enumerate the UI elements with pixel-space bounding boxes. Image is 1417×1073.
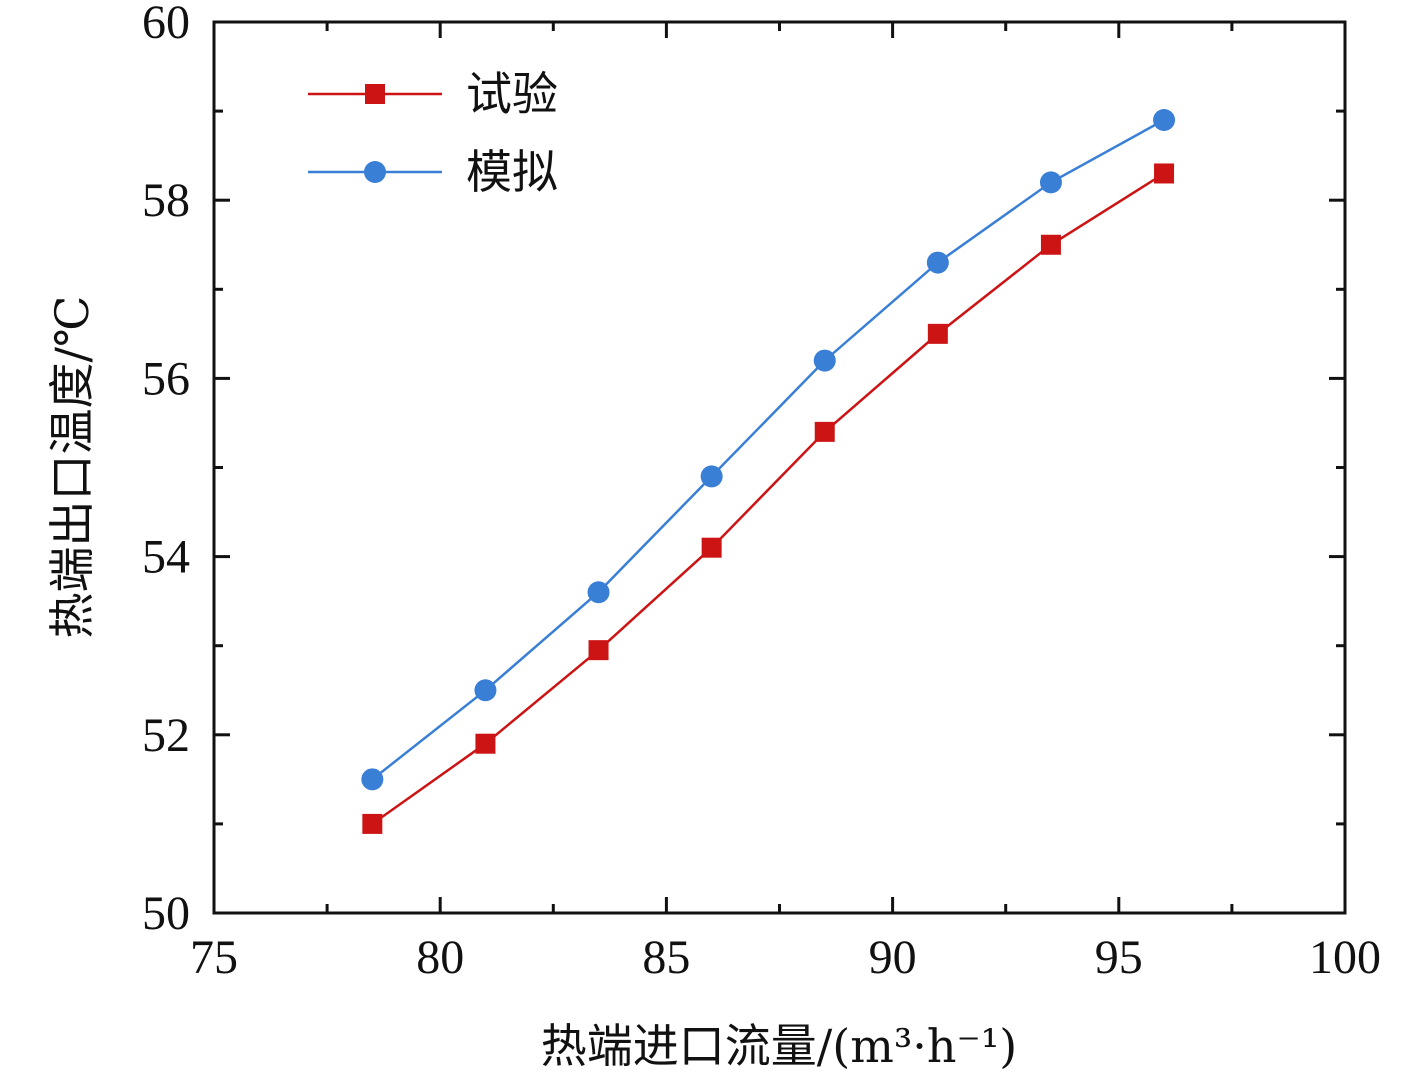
x-tick-label: 90	[869, 931, 917, 984]
x-tick-label: 85	[642, 931, 690, 984]
y-tick-label: 50	[142, 887, 190, 940]
x-tick-label: 100	[1309, 931, 1381, 984]
data-point	[475, 733, 496, 754]
data-point	[1040, 234, 1061, 255]
data-point	[1153, 109, 1176, 132]
legend-marker	[364, 161, 386, 183]
data-point	[700, 465, 723, 488]
y-axis-title: 热端出口温度/℃	[45, 296, 99, 639]
x-tick-label: 80	[416, 931, 464, 984]
legend-entry: 试验	[308, 67, 558, 121]
series-1	[362, 163, 1175, 834]
legend-entry: 模拟	[308, 145, 558, 199]
data-point	[474, 679, 497, 702]
plot-frame	[212, 20, 1347, 915]
y-tick-label: 60	[142, 0, 190, 49]
axis-ticks	[212, 20, 1347, 915]
data-point	[814, 421, 835, 442]
data-point	[362, 813, 383, 834]
axis-tick-labels: 75 80 85 90 95 100 50 52 54 56 58 60	[142, 0, 1381, 984]
legend-marker	[365, 84, 385, 104]
data-series	[361, 109, 1176, 834]
data-point	[361, 768, 384, 791]
data-point	[588, 640, 609, 661]
data-point	[926, 251, 949, 274]
series-2	[361, 109, 1176, 791]
x-axis-title: 热端进口流量/(m³·h⁻¹)	[541, 1019, 1017, 1073]
series-line	[371, 118, 1165, 781]
data-point	[813, 349, 836, 372]
data-point	[1039, 171, 1062, 194]
x-tick-label: 95	[1095, 931, 1143, 984]
y-tick-label: 54	[142, 531, 190, 584]
data-point	[1154, 163, 1175, 184]
data-point	[701, 537, 722, 558]
data-point	[587, 581, 610, 604]
legend-label: 试验	[466, 67, 558, 121]
y-tick-label: 52	[142, 709, 190, 762]
y-tick-label: 56	[142, 352, 190, 405]
x-tick-label: 75	[190, 931, 238, 984]
legend-label: 模拟	[466, 145, 558, 199]
y-tick-label: 58	[142, 174, 190, 227]
series-line	[371, 172, 1165, 825]
data-point	[927, 323, 948, 344]
